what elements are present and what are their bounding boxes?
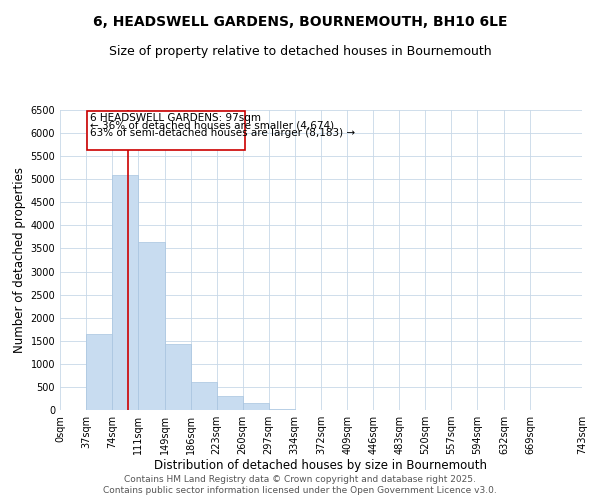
Bar — [138, 242, 164, 410]
Text: Contains HM Land Registry data © Crown copyright and database right 2025.: Contains HM Land Registry data © Crown c… — [124, 475, 476, 484]
Text: 63% of semi-detached houses are larger (8,183) →: 63% of semi-detached houses are larger (… — [90, 128, 355, 138]
Y-axis label: Number of detached properties: Number of detached properties — [13, 167, 26, 353]
Bar — [164, 344, 191, 410]
FancyBboxPatch shape — [86, 111, 245, 150]
Text: 6, HEADSWELL GARDENS, BOURNEMOUTH, BH10 6LE: 6, HEADSWELL GARDENS, BOURNEMOUTH, BH10 … — [93, 15, 507, 29]
Bar — [191, 382, 217, 410]
Bar — [242, 404, 269, 410]
Text: ← 36% of detached houses are smaller (4,674): ← 36% of detached houses are smaller (4,… — [90, 120, 334, 130]
Bar — [112, 174, 138, 410]
Text: Size of property relative to detached houses in Bournemouth: Size of property relative to detached ho… — [109, 45, 491, 58]
Text: 6 HEADSWELL GARDENS: 97sqm: 6 HEADSWELL GARDENS: 97sqm — [90, 113, 261, 123]
Bar — [86, 334, 112, 410]
Bar — [269, 408, 295, 410]
Text: Contains public sector information licensed under the Open Government Licence v3: Contains public sector information licen… — [103, 486, 497, 495]
X-axis label: Distribution of detached houses by size in Bournemouth: Distribution of detached houses by size … — [155, 458, 487, 471]
Bar — [217, 396, 242, 410]
